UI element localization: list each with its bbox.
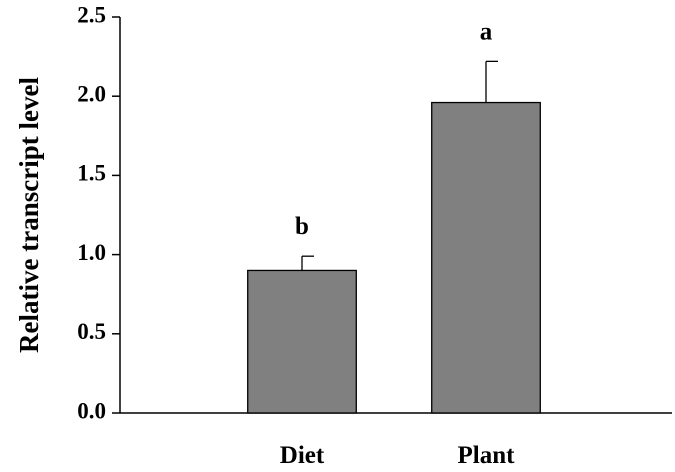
y-tick-label: 2.0 (77, 81, 106, 106)
significance-letter: b (295, 213, 309, 240)
bar (431, 101, 541, 414)
x-tick-label: Plant (458, 442, 516, 469)
y-tick-label: 1.0 (77, 240, 106, 265)
bar (247, 269, 357, 414)
y-axis-label: Relative transcript level (14, 77, 44, 353)
significance-letter: a (480, 18, 493, 45)
x-tick-label: Diet (280, 442, 325, 469)
y-tick-label: 1.5 (77, 161, 106, 186)
y-tick-label: 2.5 (77, 2, 106, 27)
y-tick-label: 0.0 (77, 398, 106, 423)
y-tick-label: 0.5 (77, 319, 106, 344)
